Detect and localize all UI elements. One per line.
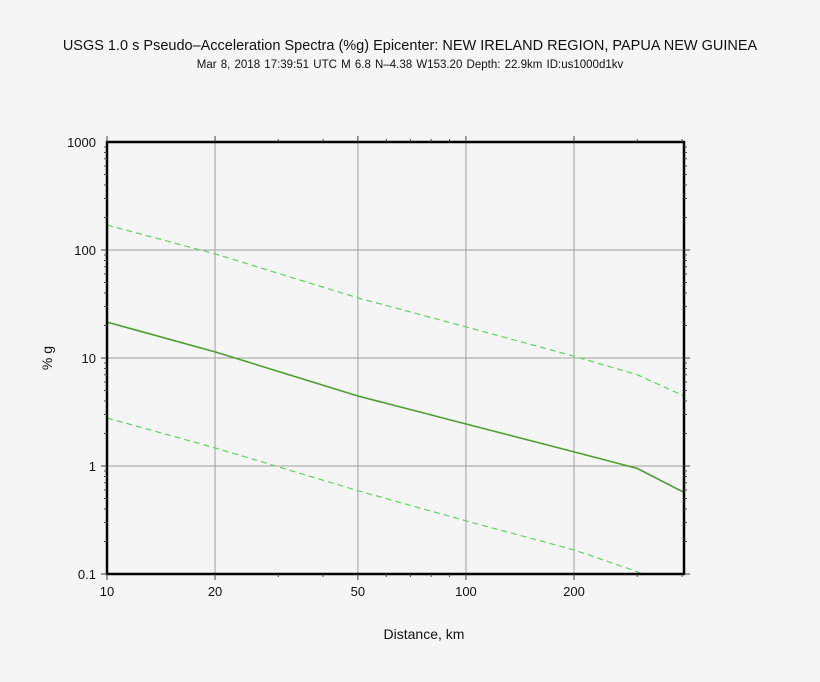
y-tick-label: 100: [74, 243, 96, 258]
series-median: [106, 321, 685, 494]
series-upper: [106, 224, 685, 397]
x-axis-label: Distance, km: [384, 626, 465, 642]
chart-title: USGS 1.0 s Pseudo–Acceleration Spectra (…: [62, 38, 758, 54]
y-tick-label: 10: [82, 351, 96, 366]
y-tick-label: 1000: [67, 135, 96, 150]
x-tick-label: 200: [563, 584, 585, 599]
x-tick-label: 50: [351, 584, 365, 599]
tick-labels: 10 20 50 100 200 0.1 1 10 100 1000: [67, 135, 585, 599]
x-tick-label: 10: [100, 584, 114, 599]
x-tick-label: 100: [455, 584, 477, 599]
y-axis-label: % g: [39, 346, 55, 370]
y-tick-label: 0.1: [78, 567, 96, 582]
x-tick-label: 20: [208, 584, 222, 599]
axis-ticks: [101, 136, 690, 580]
chart-subtitle: Mar 8, 2018 17:39:51 UTC M 6.8 N–4.38 W1…: [196, 59, 624, 71]
series-lower: [106, 417, 643, 575]
y-tick-label: 1: [89, 459, 96, 474]
data-series: [106, 224, 685, 575]
grid-lines: [107, 142, 684, 574]
